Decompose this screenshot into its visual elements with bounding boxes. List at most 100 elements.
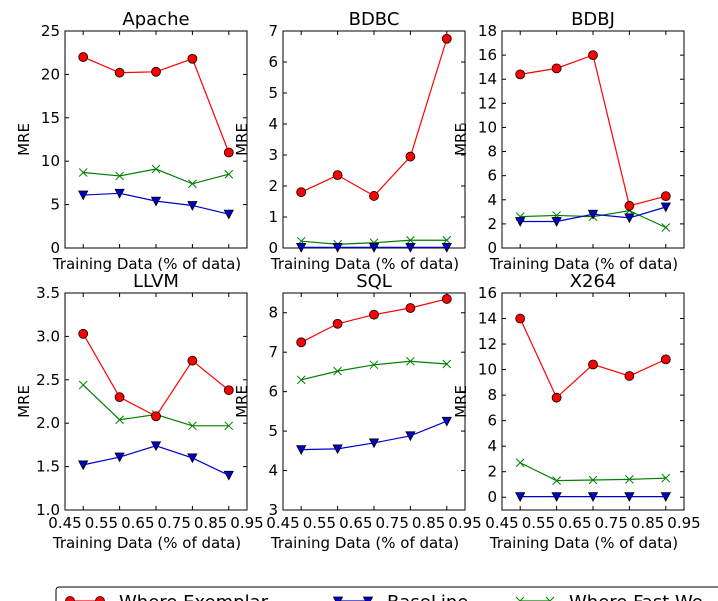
x-tick-label: 0.95 — [448, 514, 481, 532]
point-exemplar — [660, 354, 671, 365]
point-baseline — [187, 201, 198, 211]
x-axis-label: Training Data (% of data) — [489, 255, 678, 273]
x-tick-label: 0.85 — [412, 514, 445, 532]
y-tick-label: 5 — [50, 196, 60, 214]
point-fast — [78, 380, 88, 390]
y-tick-label: 2.0 — [36, 414, 60, 432]
point-exemplar — [223, 385, 234, 396]
point-baseline — [551, 492, 562, 502]
point-baseline — [624, 213, 635, 224]
y-axis-label: MRE — [452, 123, 470, 156]
point-baseline — [296, 242, 307, 253]
x-tick-label: 0.55 — [85, 514, 118, 532]
point-exemplar — [624, 371, 635, 381]
point-fast — [115, 171, 124, 181]
y-tick-label: 2 — [487, 215, 497, 233]
y-tick-label: 1.0 — [36, 501, 60, 519]
point-baseline — [441, 242, 452, 253]
point-baseline — [624, 492, 635, 502]
y-axis-label: MRE — [233, 123, 251, 156]
point-baseline — [223, 470, 234, 481]
x-tick-label: 0.45 — [48, 514, 81, 532]
point-baseline — [114, 188, 125, 199]
chart-panel-bdbc: BDBC 0 1 2 3 4 5 6 7 Training Data (% of data) MRE — [233, 9, 466, 273]
point-fast — [78, 168, 88, 177]
y-tick-label: 0 — [487, 488, 497, 506]
point-fast — [406, 235, 415, 245]
x-tick-label: 0.65 — [121, 514, 154, 532]
point-fast — [406, 356, 415, 366]
y-tick-label: 3.5 — [36, 284, 60, 302]
y-tick-label: 14 — [478, 70, 497, 88]
y-tick-label: 12 — [478, 94, 497, 112]
y-tick-label: 2 — [487, 463, 497, 481]
point-baseline — [78, 190, 89, 201]
y-tick-label: 8 — [487, 143, 497, 161]
point-fast — [151, 164, 161, 174]
point-exemplar — [551, 392, 562, 403]
point-exemplar — [624, 200, 635, 211]
point-baseline — [223, 209, 234, 220]
chart-title: SQL — [356, 271, 392, 292]
x-axis-label: Training Data (% of data) — [52, 255, 241, 273]
y-tick-label: 4 — [487, 437, 497, 455]
chart-title: BDBJ — [571, 9, 615, 30]
point-baseline — [368, 438, 380, 449]
point-exemplar — [332, 170, 343, 181]
y-tick-label: 7 — [268, 22, 278, 40]
y-tick-label: 6 — [268, 53, 278, 71]
legend-label-baseline: BaseLine — [387, 592, 468, 601]
y-tick-label: 0 — [487, 239, 497, 257]
point-fast — [188, 421, 197, 431]
point-baseline — [368, 242, 380, 253]
y-tick-label: 14 — [478, 310, 497, 328]
x-tick-label: 0.75 — [157, 514, 190, 532]
point-exemplar — [405, 303, 416, 313]
x-axis-label: Training Data (% of data) — [52, 534, 241, 552]
point-fast — [515, 458, 525, 468]
legend-marker-exemplar — [95, 596, 105, 601]
y-tick-label: 4 — [487, 191, 497, 209]
y-axis-label: MRE — [233, 385, 251, 418]
point-exemplar — [441, 294, 452, 304]
x-tick-label: 0.45 — [266, 514, 299, 532]
y-tick-label: 3 — [268, 501, 278, 519]
y-tick-label: 1 — [268, 208, 278, 226]
plot-area — [64, 30, 248, 249]
point-fast — [369, 360, 379, 370]
point-fast — [552, 476, 561, 485]
point-exemplar — [515, 313, 526, 324]
point-exemplar — [332, 318, 343, 329]
legend-marker-fast — [515, 596, 525, 601]
x-axis-label: Training Data (% of data) — [489, 534, 678, 552]
y-tick-label: 2 — [268, 177, 278, 195]
chart-panel-apache: Apache 0 5 10 15 20 25 Training Data (% of data… — [15, 9, 248, 273]
point-baseline — [587, 209, 599, 220]
point-exemplar — [151, 66, 161, 77]
y-tick-label: 10 — [478, 118, 497, 136]
point-exemplar — [114, 67, 125, 78]
y-tick-label: 4 — [268, 462, 278, 480]
point-fast — [333, 366, 342, 376]
point-baseline — [441, 416, 452, 427]
point-fast — [625, 475, 634, 484]
chart-title: BDBC — [349, 9, 400, 30]
y-tick-label: 7 — [268, 343, 278, 361]
y-tick-label: 0 — [268, 239, 278, 257]
point-exemplar — [296, 187, 307, 198]
y-tick-label: 0 — [50, 239, 60, 257]
point-baseline — [515, 492, 526, 502]
point-baseline — [150, 196, 162, 207]
x-tick-label: 0.65 — [558, 514, 591, 532]
y-tick-label: 4 — [268, 115, 278, 133]
point-baseline — [660, 202, 671, 213]
chart-title: Apache — [122, 9, 189, 30]
y-tick-label: 8 — [268, 304, 278, 322]
point-baseline — [150, 441, 162, 452]
point-exemplar — [405, 151, 416, 162]
x-tick-label: 0.45 — [485, 514, 518, 532]
point-exemplar — [78, 328, 89, 339]
point-exemplar — [296, 337, 307, 348]
